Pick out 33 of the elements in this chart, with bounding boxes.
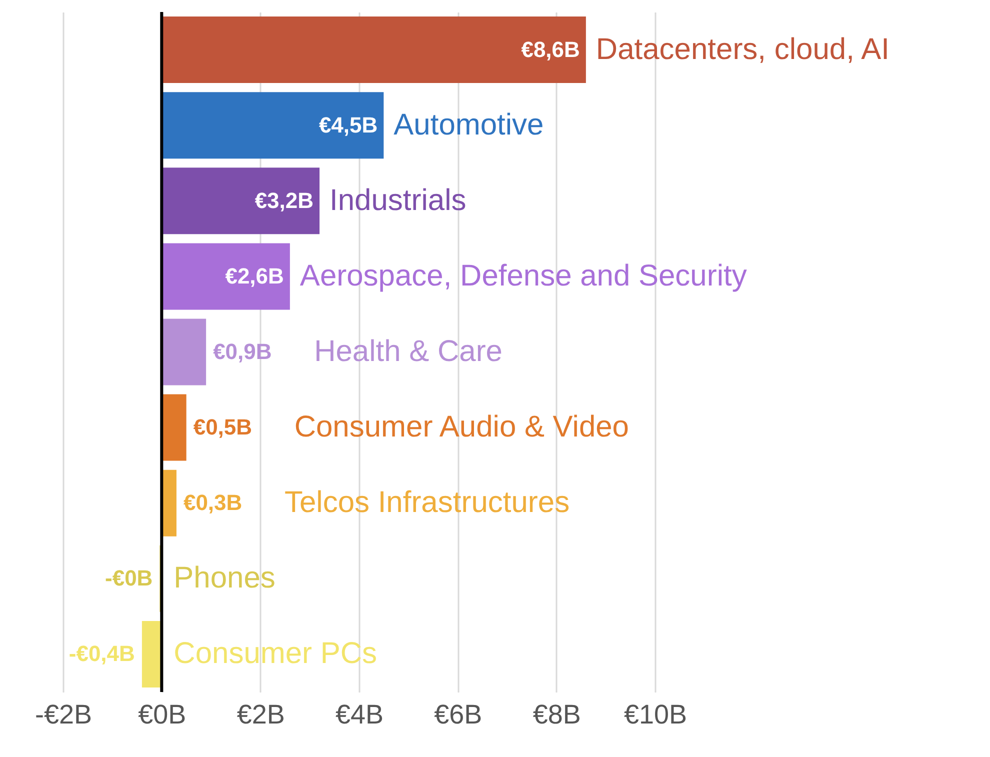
y-tick-label: Aerospace, Defense and Security — [300, 259, 747, 292]
y-tick-label: Datacenters, cloud, AI — [596, 32, 890, 66]
bar — [162, 318, 206, 386]
bar — [162, 243, 290, 310]
y-tick-label: Health & Care — [314, 335, 503, 368]
x-tick-label: €6B — [434, 700, 482, 730]
x-tick-label: €0B — [138, 700, 186, 730]
y-tick-label: Automotive — [394, 108, 544, 142]
bar — [142, 620, 162, 688]
data-label: €4,5B — [318, 112, 378, 138]
x-tick-label: -€2B — [34, 700, 92, 730]
bar — [162, 470, 176, 536]
bar — [162, 168, 320, 234]
data-label: €0,3B — [183, 490, 242, 516]
data-label: -€0,4B — [68, 641, 135, 666]
bar — [162, 16, 586, 84]
data-label: €8,6B — [521, 36, 580, 62]
bar — [162, 92, 384, 159]
y-tick-label: Industrials — [330, 184, 466, 217]
y-tick-label: Telcos Infrastructures — [284, 486, 570, 520]
data-label: -€0B — [105, 566, 153, 591]
x-tick-label: €2B — [236, 700, 285, 730]
y-tick-label: Consumer Audio & Video — [294, 410, 630, 444]
x-tick-label: €10B — [624, 700, 688, 730]
y-tick-label: Consumer PCs — [174, 637, 378, 670]
data-label: €3,2B — [254, 188, 314, 213]
data-label: €2,6B — [225, 263, 284, 288]
data-label: €0,5B — [193, 414, 252, 440]
data-label: €0,9B — [213, 339, 272, 364]
x-tick-label: €4B — [335, 700, 384, 730]
x-tick-label: €8B — [532, 700, 581, 730]
bar — [162, 394, 186, 461]
y-tick-label: Phones — [174, 562, 276, 595]
